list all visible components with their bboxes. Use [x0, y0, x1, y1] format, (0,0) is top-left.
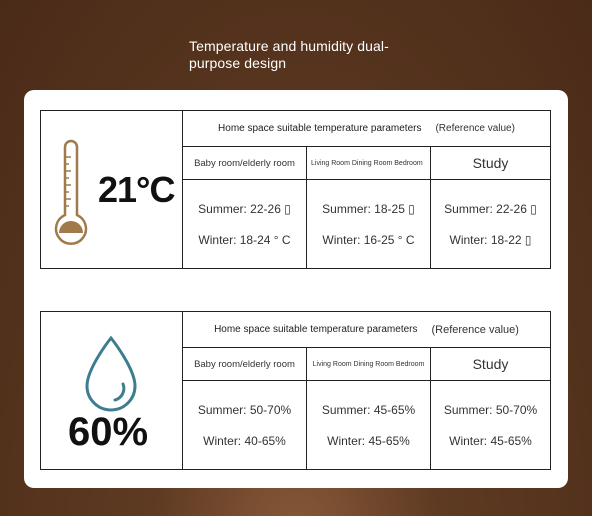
temperature-header: Home space suitable temperature paramete… [183, 111, 550, 147]
winter-value: Winter: 45-65% [449, 433, 532, 448]
winter-value: Winter: 45-65% [327, 433, 410, 448]
summer-value: Summer: 22-26 ▯ [444, 201, 537, 216]
info-card: 21°C Home space suitable temperature par… [24, 90, 568, 488]
temperature-reading-cell: 21°C [41, 111, 183, 268]
column-label: Living Room Dining Room Bedroom [307, 348, 430, 381]
temperature-panel: 21°C Home space suitable temperature par… [40, 110, 551, 269]
humidity-header: Home space suitable temperature paramete… [183, 312, 550, 348]
header-label: Home space suitable temperature paramete… [214, 324, 418, 335]
summer-value: Summer: 18-25 ▯ [322, 201, 415, 216]
column-living-room: Living Room Dining Room Bedroom Summer: … [307, 348, 431, 469]
summer-value: Summer: 45-65% [321, 402, 416, 417]
page-title: Temperature and humidity dual-purpose de… [189, 38, 389, 71]
humidity-reading: 60% [68, 410, 149, 454]
column-label: Living Room Dining Room Bedroom [307, 147, 430, 180]
water-drop-icon [85, 335, 137, 412]
column-baby-room: Baby room/elderly room Summer: 22-26 ▯ W… [183, 147, 307, 268]
column-label: Study [431, 348, 550, 381]
winter-value: Winter: 16-25 ° C [322, 232, 415, 247]
column-label: Baby room/elderly room [183, 348, 306, 381]
column-study: Study Summer: 22-26 ▯ Winter: 18-22 ▯ [431, 147, 550, 268]
column-study: Study Summer: 50-70% Winter: 45-65% [431, 348, 550, 469]
summer-value: Summer: 22-26 ▯ [198, 201, 291, 216]
column-living-room: Living Room Dining Room Bedroom Summer: … [307, 147, 431, 268]
thermometer-icon [54, 139, 88, 245]
column-label: Study [431, 147, 550, 180]
winter-value: Winter: 18-22 ▯ [449, 232, 532, 247]
summer-value: Summer: 50-70% [197, 402, 292, 417]
column-baby-room: Baby room/elderly room Summer: 50-70% Wi… [183, 348, 307, 469]
humidity-reading-cell: 60% [41, 312, 183, 469]
winter-value: Winter: 18-24 ° C [198, 232, 291, 247]
temperature-reading: 21°C [98, 169, 175, 210]
winter-value: Winter: 40-65% [203, 433, 286, 448]
reference-label: (Reference value) [435, 123, 515, 134]
header-label: Home space suitable temperature paramete… [218, 123, 422, 134]
summer-value: Summer: 50-70% [443, 402, 538, 417]
column-label: Baby room/elderly room [183, 147, 306, 180]
humidity-panel: 60% Home space suitable temperature para… [40, 311, 551, 470]
reference-label: (Reference value) [431, 323, 519, 336]
